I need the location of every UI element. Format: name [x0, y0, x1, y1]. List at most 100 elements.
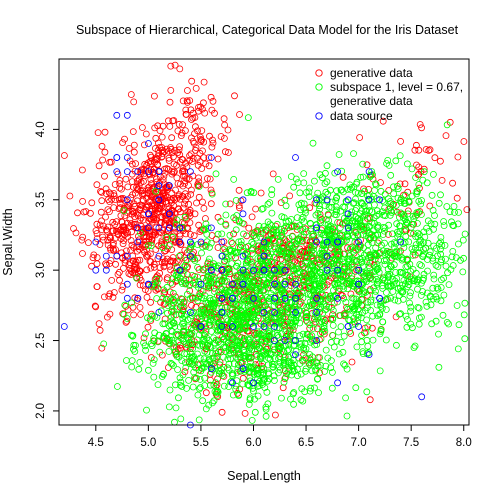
point: [448, 253, 456, 261]
y-tick-label: 3.5: [35, 192, 47, 208]
point: [246, 373, 254, 381]
point: [174, 258, 182, 266]
point: [209, 308, 217, 315]
point: [195, 174, 203, 182]
point: [198, 136, 206, 144]
point: [165, 157, 173, 164]
point: [174, 271, 182, 279]
point: [184, 271, 191, 278]
point: [396, 222, 404, 230]
point: [249, 263, 257, 271]
point: [148, 202, 156, 210]
point: [297, 226, 305, 234]
point: [306, 261, 314, 269]
point: [445, 281, 453, 289]
point: [109, 218, 117, 226]
point: [322, 188, 330, 196]
point: [213, 388, 221, 396]
point: [437, 297, 445, 305]
point: [241, 337, 249, 344]
point: [130, 98, 138, 106]
point: [171, 225, 178, 233]
point: [340, 264, 348, 272]
point: [323, 162, 331, 170]
y-axis-label: Sepal.Width: [1, 208, 15, 275]
point: [181, 172, 189, 180]
point: [232, 385, 240, 393]
plot-frame: [58, 58, 470, 426]
point: [264, 236, 272, 244]
point: [179, 371, 187, 379]
point: [295, 268, 303, 276]
point: [169, 275, 177, 283]
point: [144, 224, 152, 232]
point: [248, 230, 256, 238]
point: [198, 165, 206, 172]
point: [399, 255, 407, 263]
point: [222, 221, 230, 229]
point: [155, 242, 163, 250]
point: [222, 253, 230, 261]
point: [358, 254, 366, 262]
point: [152, 216, 160, 224]
point: [186, 252, 194, 260]
point: [258, 297, 266, 304]
point: [111, 235, 119, 242]
point: [294, 277, 302, 285]
point: [442, 255, 449, 263]
point: [138, 124, 146, 131]
point: [281, 196, 289, 204]
point: [174, 394, 182, 402]
y-tick-label: 2.5: [35, 333, 47, 349]
point: [152, 286, 160, 294]
point: [376, 367, 384, 375]
point: [294, 179, 302, 187]
point: [195, 266, 203, 273]
point: [246, 344, 254, 352]
point: [186, 308, 194, 316]
point: [348, 275, 356, 283]
point: [310, 275, 318, 282]
point: [350, 150, 357, 158]
point: [314, 228, 322, 236]
point: [124, 201, 131, 209]
point: [334, 294, 342, 302]
point: [106, 208, 113, 216]
point: [164, 274, 171, 282]
point: [292, 337, 299, 344]
point: [176, 381, 184, 389]
point: [237, 307, 245, 315]
point: [207, 365, 215, 373]
point: [139, 216, 147, 224]
point: [285, 290, 293, 298]
point: [168, 328, 176, 336]
point: [180, 312, 188, 320]
point: [200, 335, 208, 343]
point: [150, 337, 158, 345]
point: [78, 236, 86, 244]
point: [453, 194, 461, 202]
point: [216, 346, 224, 354]
point: [187, 340, 195, 348]
point: [429, 295, 437, 303]
point: [423, 224, 431, 232]
point: [175, 252, 183, 260]
point: [262, 333, 270, 341]
point: [102, 252, 110, 260]
point: [344, 323, 352, 330]
point: [172, 186, 179, 194]
point: [328, 384, 336, 392]
point: [220, 115, 228, 123]
point: [289, 248, 297, 256]
point: [279, 384, 287, 392]
point: [332, 293, 340, 301]
point: [363, 388, 371, 396]
point: [204, 272, 212, 280]
point: [459, 268, 467, 276]
point: [203, 175, 211, 182]
point: [155, 331, 163, 339]
point: [137, 229, 144, 237]
point: [150, 373, 158, 381]
point: [168, 134, 176, 142]
point: [179, 328, 187, 336]
